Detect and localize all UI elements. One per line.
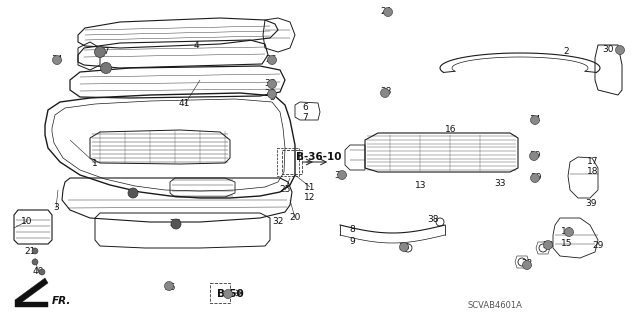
Text: 4: 4 [193, 41, 199, 49]
Circle shape [531, 174, 540, 182]
Text: 15: 15 [561, 239, 573, 248]
Text: 5: 5 [269, 93, 275, 102]
Text: 24: 24 [380, 8, 392, 17]
Text: 11: 11 [304, 182, 316, 191]
Circle shape [381, 88, 390, 98]
Text: 31: 31 [127, 189, 139, 197]
Text: 26: 26 [264, 90, 276, 99]
Text: 41: 41 [179, 100, 189, 108]
Circle shape [268, 90, 276, 99]
Circle shape [223, 290, 232, 299]
Text: 2: 2 [563, 48, 569, 56]
Circle shape [128, 188, 138, 198]
Circle shape [268, 79, 276, 88]
Text: 19: 19 [531, 173, 543, 182]
Circle shape [383, 8, 392, 17]
Circle shape [171, 219, 181, 229]
Circle shape [32, 259, 38, 265]
Circle shape [268, 56, 276, 64]
Text: 40: 40 [32, 266, 44, 276]
Text: 33: 33 [494, 179, 506, 188]
Circle shape [531, 115, 540, 124]
Circle shape [543, 241, 552, 249]
Text: 1: 1 [92, 159, 98, 167]
Circle shape [529, 152, 538, 160]
Bar [277, 148, 299, 176]
Text: 22: 22 [522, 259, 532, 269]
Text: 10: 10 [21, 217, 33, 226]
Text: B-36-10: B-36-10 [296, 152, 342, 162]
Circle shape [616, 46, 625, 55]
Text: 16: 16 [445, 125, 457, 135]
Text: 8: 8 [349, 226, 355, 234]
Text: 14: 14 [561, 227, 573, 236]
Text: 17: 17 [588, 158, 599, 167]
Text: 39: 39 [334, 170, 346, 180]
Text: 29: 29 [592, 241, 604, 249]
Text: 34: 34 [51, 55, 63, 63]
Text: 34: 34 [529, 115, 541, 124]
Text: 37: 37 [99, 48, 109, 56]
Text: 3: 3 [53, 204, 59, 212]
Text: 25: 25 [279, 186, 291, 195]
Bar [282, 150, 302, 174]
Circle shape [399, 242, 408, 251]
Circle shape [32, 248, 38, 254]
Text: FR.: FR. [52, 296, 72, 306]
Circle shape [564, 227, 573, 236]
Bar [210, 283, 230, 303]
Circle shape [337, 170, 346, 180]
Text: 23: 23 [542, 241, 554, 249]
Text: 28: 28 [380, 86, 392, 95]
Circle shape [522, 261, 531, 270]
Text: 20: 20 [289, 213, 301, 222]
Text: 32: 32 [272, 218, 284, 226]
Text: 6: 6 [302, 103, 308, 113]
Text: 7: 7 [302, 114, 308, 122]
Circle shape [164, 281, 173, 291]
Circle shape [95, 47, 106, 57]
Circle shape [39, 269, 45, 275]
Polygon shape [15, 278, 48, 307]
Text: 21: 21 [24, 247, 36, 256]
Text: 18: 18 [588, 167, 599, 176]
Text: 26: 26 [266, 56, 276, 64]
Text: 27: 27 [170, 219, 180, 228]
Circle shape [52, 56, 61, 64]
Text: 36: 36 [398, 242, 410, 251]
Text: 12: 12 [304, 194, 316, 203]
Text: 13: 13 [415, 181, 427, 189]
Text: 36: 36 [264, 79, 276, 88]
Text: 35: 35 [164, 283, 176, 292]
Text: 30: 30 [602, 46, 614, 55]
Text: B-50: B-50 [216, 289, 243, 299]
Text: 39: 39 [585, 199, 596, 209]
Circle shape [100, 63, 111, 73]
Text: 39: 39 [529, 152, 541, 160]
Text: 38: 38 [428, 216, 439, 225]
Text: SCVAB4601A: SCVAB4601A [468, 300, 522, 309]
Text: 9: 9 [349, 236, 355, 246]
